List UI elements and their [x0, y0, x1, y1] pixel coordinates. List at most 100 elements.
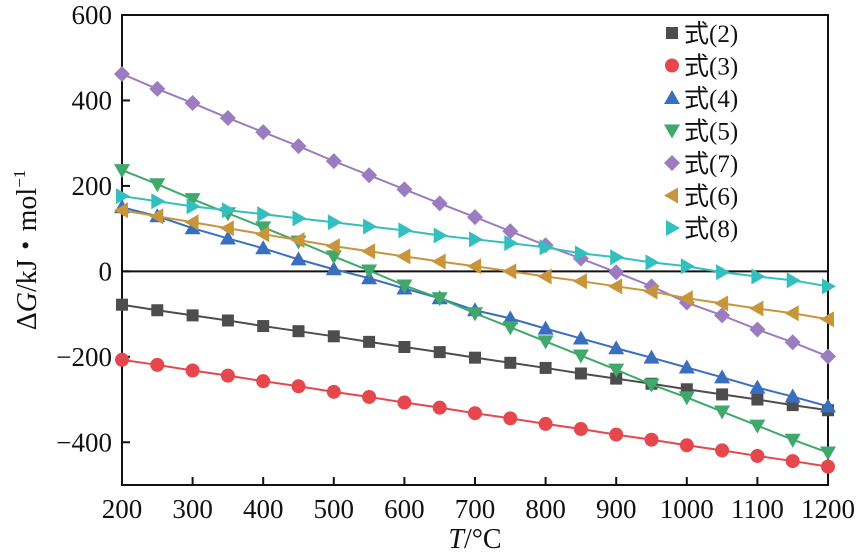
data-point [149, 208, 164, 225]
data-point [749, 419, 766, 434]
data-point [186, 309, 199, 322]
data-point [785, 454, 800, 469]
data-point [433, 346, 446, 359]
data-point [784, 388, 801, 403]
data-point [644, 432, 659, 447]
data-point [716, 264, 731, 281]
data-point [678, 290, 693, 307]
y-tick-label: 600 [72, 0, 113, 30]
data-point [149, 80, 166, 97]
data-point [608, 278, 623, 295]
data-point [467, 209, 483, 226]
x-axis-label-unit: /°C [464, 524, 502, 554]
data-point [608, 340, 625, 355]
data-point [433, 227, 448, 244]
legend-label: 式(2) [684, 20, 738, 48]
data-point [151, 304, 164, 317]
x-tick-label: 200 [102, 494, 143, 524]
data-point [361, 167, 378, 184]
y-axis-label-part: /kJ・mol [12, 188, 43, 292]
data-point [186, 198, 201, 215]
data-point [609, 427, 624, 442]
data-point [573, 422, 588, 437]
data-point [749, 379, 766, 394]
data-point [645, 254, 660, 271]
data-point [608, 363, 625, 378]
data-point [468, 406, 482, 421]
data-point [221, 314, 234, 327]
data-point [679, 438, 694, 453]
data-point [784, 433, 801, 448]
data-point [469, 231, 483, 248]
data-point [504, 356, 517, 369]
data-point [749, 321, 766, 338]
data-point [362, 389, 377, 404]
y-tick-label: 400 [72, 85, 113, 115]
x-tick-label: 500 [314, 494, 355, 524]
data-point [184, 193, 201, 208]
x-tick-label: 1000 [660, 494, 714, 524]
data-point [784, 334, 801, 351]
data-point [219, 230, 236, 245]
legend-marker [664, 90, 680, 104]
data-point [820, 348, 836, 365]
x-tick-label: 1100 [731, 494, 784, 524]
data-point [396, 279, 413, 294]
data-point [820, 446, 836, 461]
x-tick-label: 600 [384, 494, 425, 524]
data-point [114, 164, 130, 179]
data-point [255, 240, 272, 255]
data-point [291, 379, 306, 394]
data-point [363, 218, 378, 235]
legend-label: 式(7) [684, 150, 738, 178]
data-point [749, 300, 764, 317]
data-point [431, 253, 446, 270]
data-point [574, 367, 587, 380]
legend-marker [664, 124, 680, 139]
data-point [116, 298, 128, 311]
data-point [396, 248, 411, 265]
data-point [608, 264, 625, 281]
legend-label: 式(5) [684, 118, 738, 146]
data-point [643, 378, 660, 393]
data-point [786, 272, 801, 289]
data-point [290, 251, 307, 266]
data-point [714, 405, 731, 420]
legend-marker [666, 220, 680, 236]
x-tick-label: 300 [172, 494, 213, 524]
data-point [821, 459, 835, 474]
data-point [431, 195, 448, 212]
data-point [219, 109, 236, 126]
data-point [610, 249, 625, 266]
data-point [114, 202, 128, 219]
data-point [221, 202, 236, 219]
data-point [750, 448, 765, 463]
data-point [537, 268, 552, 285]
data-point [431, 292, 448, 307]
y-axis-label-part: G [12, 292, 43, 312]
data-point [398, 340, 411, 353]
data-point [257, 206, 272, 223]
data-point [714, 369, 731, 384]
data-point [680, 258, 695, 275]
data-point [574, 245, 589, 262]
data-point [361, 264, 378, 279]
data-point [716, 388, 729, 401]
data-point [539, 239, 554, 256]
data-point [751, 268, 766, 285]
data-point [149, 178, 166, 193]
data-point [325, 238, 340, 255]
legend-label: 式(8) [684, 215, 738, 243]
x-tick-label: 700 [455, 494, 496, 524]
data-point [467, 258, 481, 275]
data-point [610, 372, 623, 385]
data-point [184, 95, 201, 112]
y-axis-label-part: Δ [12, 312, 43, 330]
data-point [502, 310, 519, 325]
y-tick-label: −400 [56, 427, 112, 457]
data-point [255, 221, 272, 236]
y-axis-label: ΔG/kJ・mol−1 [10, 170, 43, 331]
data-point [257, 320, 270, 333]
